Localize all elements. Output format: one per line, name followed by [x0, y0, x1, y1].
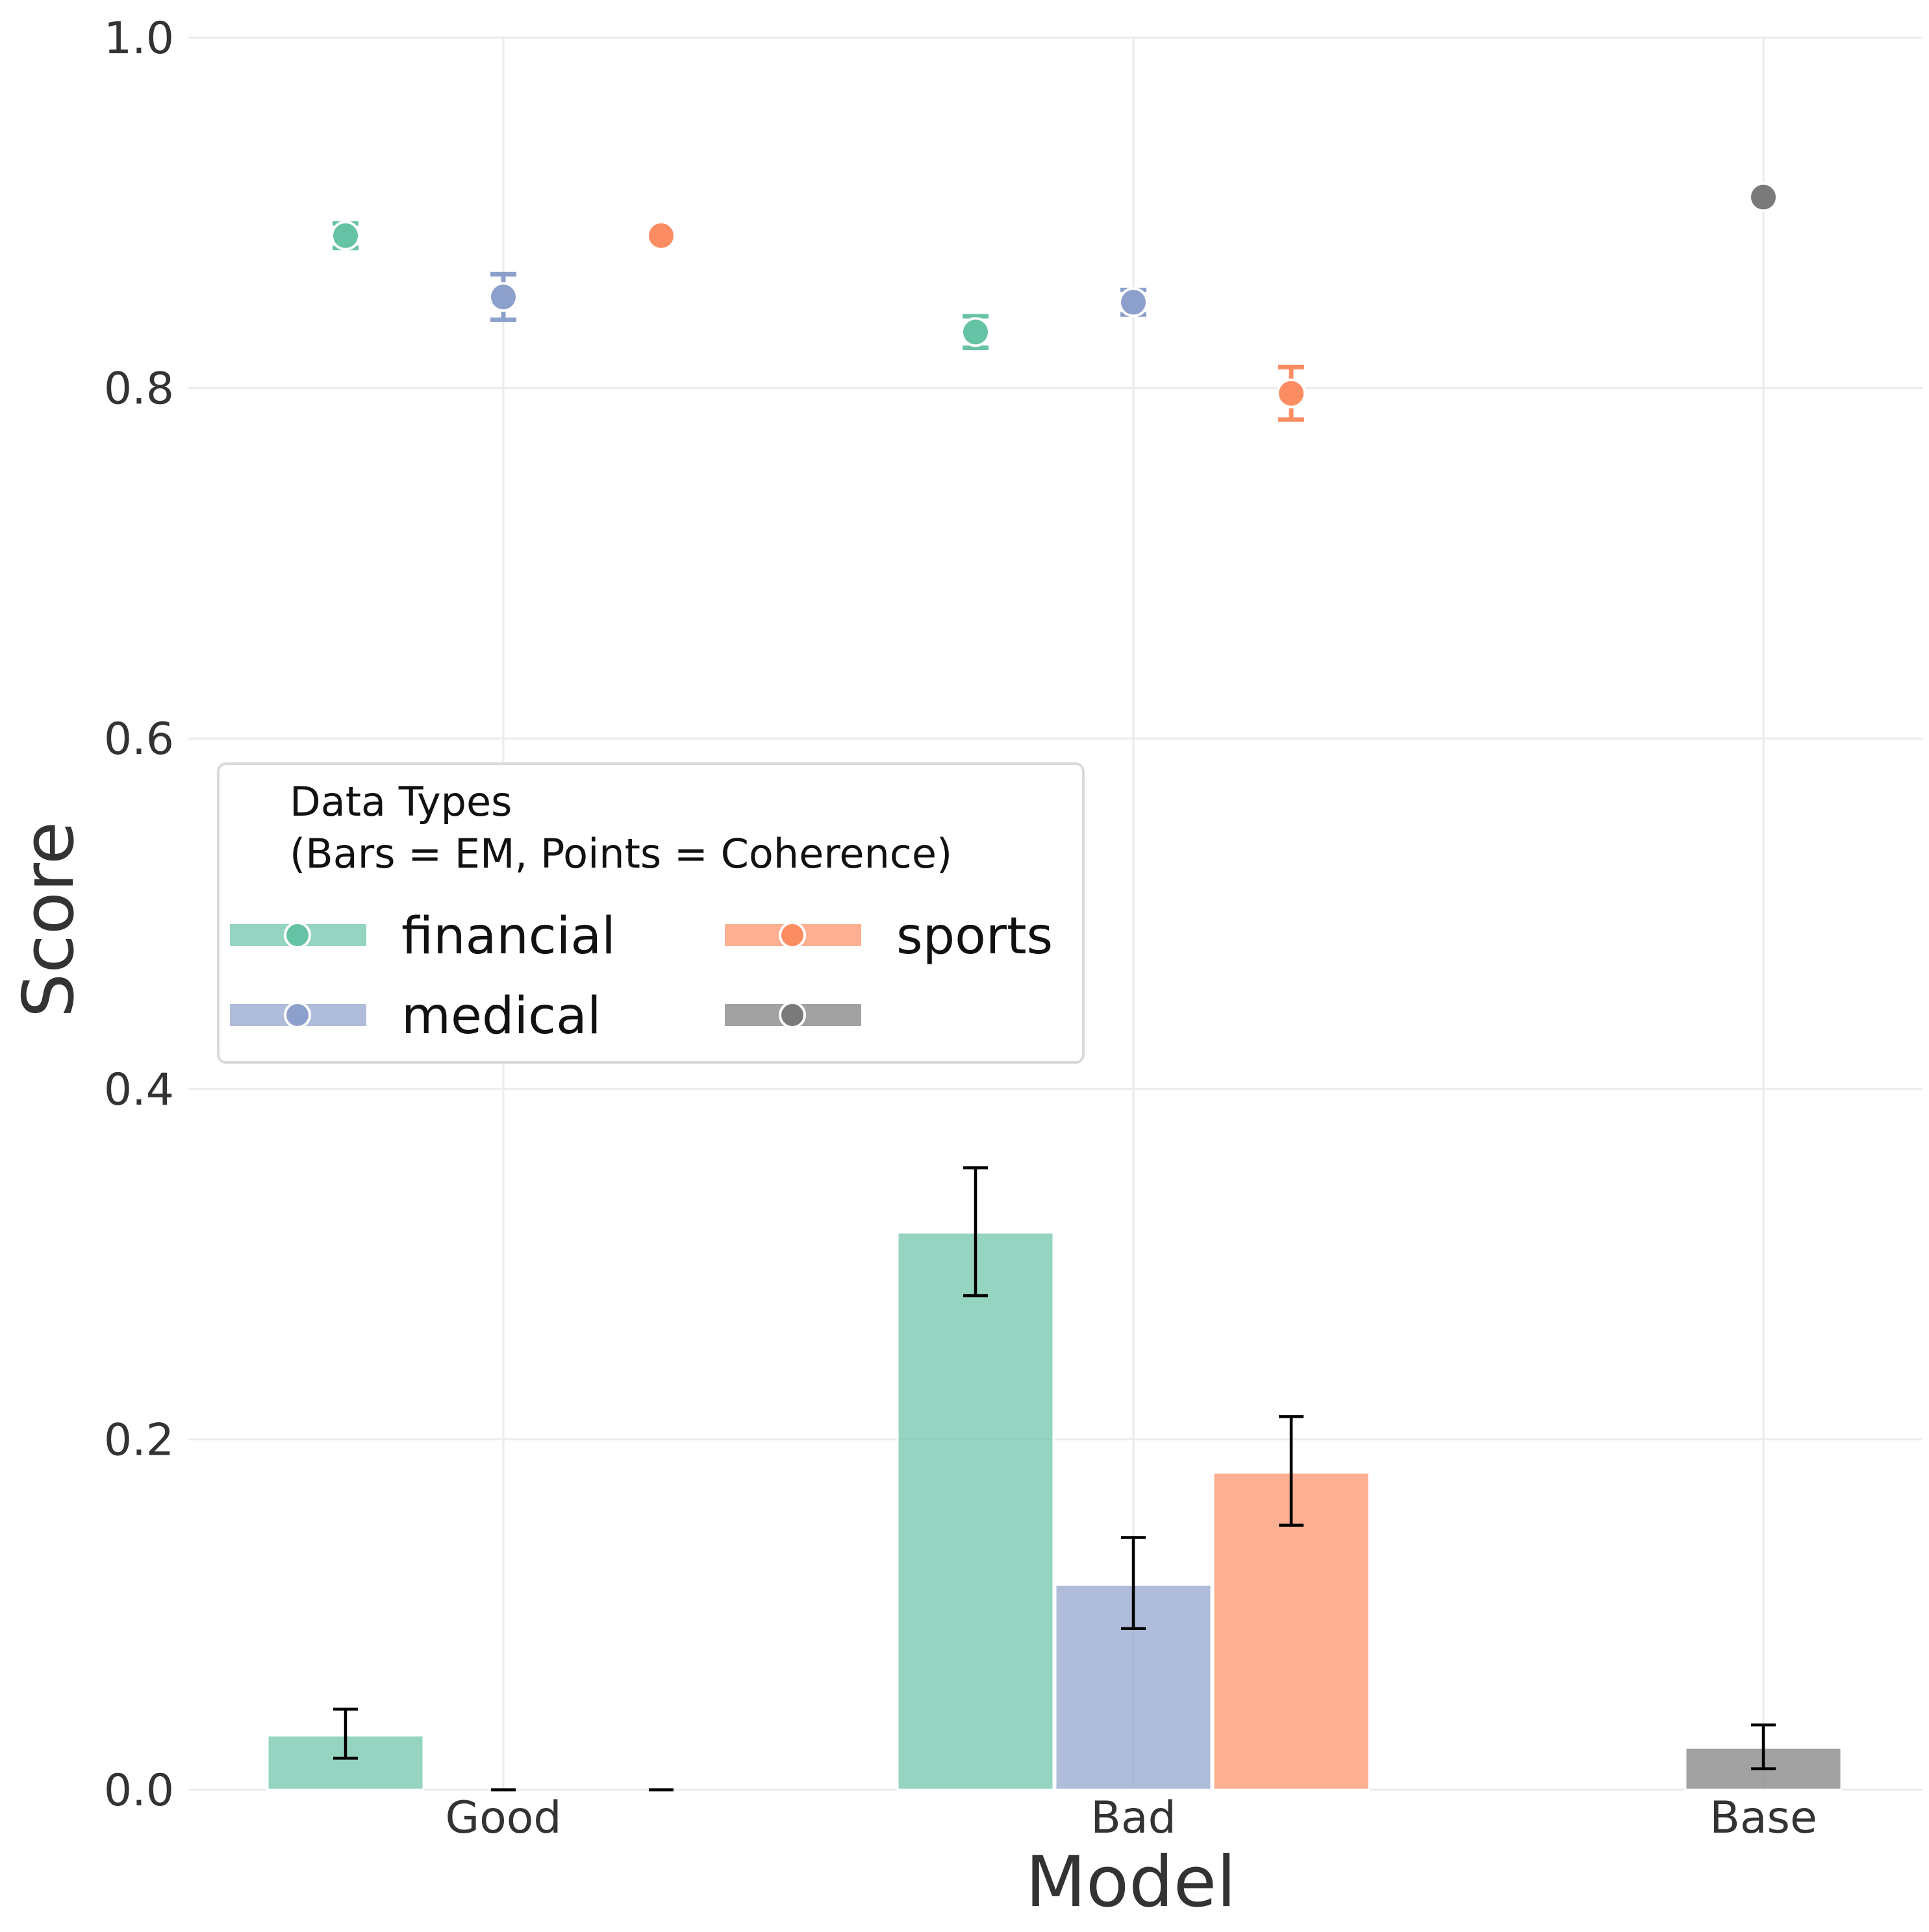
point-financial-bad [961, 317, 990, 347]
x-tick-label: Bad [1091, 1792, 1176, 1844]
legend-title-line1: Data Types [290, 778, 512, 825]
axis-layer: 0.0 0.2 0.4 0.6 0.8 1.0 Good Bad Base [104, 13, 1817, 1844]
x-tick-label: Base [1709, 1792, 1817, 1844]
legend-swatch-point [284, 922, 311, 949]
legend-item-financial: financial [230, 907, 616, 966]
y-axis-title: Score [8, 822, 90, 1018]
legend-swatch-point [779, 922, 806, 949]
legend-item-medical: medical [230, 987, 601, 1046]
point-medical-bad [1118, 287, 1148, 318]
legend-entries: financial sports medical [230, 907, 1053, 1046]
legend-label-medical: medical [401, 987, 601, 1046]
em-errorbar-financial-good [333, 1707, 358, 1760]
point-financial-good [331, 220, 360, 251]
legend-item-sports: sports [725, 907, 1053, 966]
point-sports-bad [1276, 378, 1306, 408]
y-tick-label: 1.0 [104, 13, 174, 64]
y-tick-label: 0.8 [104, 364, 174, 415]
legend-label-sports: sports [896, 907, 1053, 966]
em-errorbar-financial-bad [963, 1166, 988, 1298]
y-tick-label: 0.6 [104, 714, 174, 765]
legend: Data Types (Bars = EM, Points = Coherenc… [217, 762, 1085, 1064]
bar-financial-bad [896, 1231, 1055, 1791]
x-axis-title: Model [1026, 1842, 1236, 1923]
point-medical-good [488, 282, 518, 312]
y-tick-label: 0.0 [104, 1765, 174, 1816]
legend-title-line2: (Bars = EM, Points = Coherence) [290, 830, 952, 877]
legend-item-base [725, 1001, 861, 1029]
em-errorbar-base-base [1751, 1723, 1776, 1770]
em-errorbar-medical-bad [1121, 1536, 1146, 1631]
legend-label-financial: financial [401, 907, 616, 966]
point-layer [331, 182, 1778, 422]
legend-box [217, 762, 1085, 1064]
x-tick-label: Good [445, 1792, 561, 1844]
point-sports-good [646, 220, 676, 251]
grid-layer [188, 36, 1923, 1791]
legend-swatch-point [779, 1001, 806, 1029]
point-base-base [1748, 182, 1778, 212]
y-tick-label: 0.2 [104, 1414, 174, 1466]
y-tick-label: 0.4 [104, 1064, 174, 1116]
bar-layer [266, 1166, 1843, 1792]
em-errorbar-sports-bad [1279, 1415, 1304, 1527]
legend-swatch-point [284, 1001, 311, 1029]
